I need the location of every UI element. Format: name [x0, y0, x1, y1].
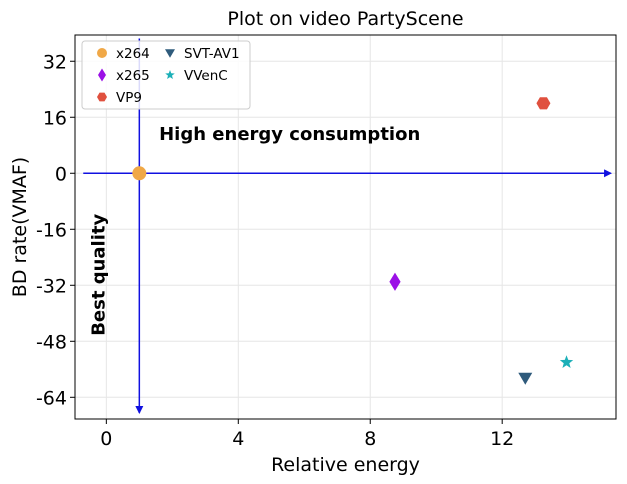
- data-point-x265: [389, 272, 401, 291]
- x-tick-label: 8: [364, 428, 376, 450]
- legend-marker-x265: [98, 68, 106, 82]
- data-point-svt-av1: [518, 372, 533, 385]
- data-points: [132, 97, 574, 385]
- x-axis-ticks: 0 4 8 12: [100, 419, 514, 450]
- annotations: High energy consumption Best quality: [89, 124, 421, 336]
- x-tick-label: 4: [232, 428, 244, 450]
- legend-label: VP9: [116, 90, 142, 106]
- legend-marker-vp9: [97, 92, 107, 102]
- legend-box: [81, 40, 251, 110]
- y-axis-ticks: 32 16 0 -16 -32 -48 -64: [36, 51, 75, 409]
- legend-marker-svt-av1: [165, 49, 175, 58]
- y-tick-label: -48: [36, 331, 67, 353]
- legend-marker-vvenc: [165, 70, 175, 80]
- x-axis-label: Relative energy: [271, 454, 420, 476]
- annotation-text: Best quality: [89, 214, 110, 336]
- data-point-vvenc: [559, 355, 574, 368]
- annotation-text: High energy consumption: [159, 124, 420, 145]
- y-axis-label: BD rate(VMAF): [9, 157, 31, 297]
- data-point-vp9: [536, 97, 551, 110]
- plot-area-frame: [74, 34, 617, 420]
- y-tick-label: -32: [36, 275, 67, 297]
- legend-label: VVenC: [184, 68, 228, 84]
- x-tick-label: 0: [100, 428, 112, 450]
- x-tick-label: 12: [490, 428, 514, 450]
- legend: x264 x265 VP9 SVT-AV1 VVenC: [81, 40, 251, 110]
- chart-title: Plot on video PartyScene: [227, 8, 463, 30]
- legend-label: SVT-AV1: [184, 46, 240, 62]
- legend-label: x264: [116, 46, 150, 62]
- data-point-x264: [132, 166, 147, 181]
- y-tick-label: -64: [36, 387, 67, 409]
- legend-marker-x264: [97, 48, 107, 58]
- y-tick-label: 0: [55, 163, 67, 185]
- y-tick-label: 16: [43, 107, 67, 129]
- legend-label: x265: [116, 68, 150, 84]
- y-tick-label: 32: [43, 51, 67, 73]
- y-tick-label: -16: [36, 219, 67, 241]
